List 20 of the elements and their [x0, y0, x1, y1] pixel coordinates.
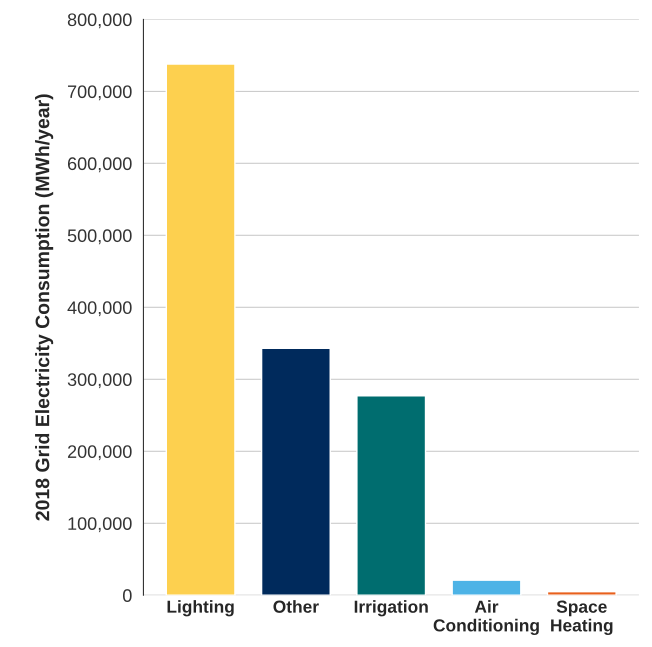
y-tick-label: 100,000: [68, 517, 132, 532]
y-tick-label: 400,000: [67, 301, 132, 316]
y-tick-label: 500,000: [68, 229, 132, 244]
y-tick-label: 600,000: [68, 157, 132, 172]
y-tick-label: 700,000: [68, 85, 132, 100]
x-tick-label: Irrigation: [354, 600, 428, 616]
x-tick-label: Air Conditioning: [434, 600, 539, 636]
y-axis-title: 2018 Grid Electricity Consumption (MWh/year): [35, 94, 54, 521]
bar: [356, 395, 426, 596]
bar: [451, 579, 522, 596]
y-tick-label: 200,000: [68, 445, 132, 460]
y-tick-label: 300,000: [68, 373, 132, 388]
y-tick-label: 0: [122, 589, 132, 602]
x-tick-label: Lighting: [168, 600, 234, 616]
y-tick-label: 800,000: [68, 13, 132, 28]
bar: [166, 63, 236, 596]
bar: [260, 348, 331, 596]
x-tick-label: Space Heating: [551, 600, 612, 636]
bar: [546, 590, 617, 596]
x-tick-label: Other: [273, 600, 319, 613]
